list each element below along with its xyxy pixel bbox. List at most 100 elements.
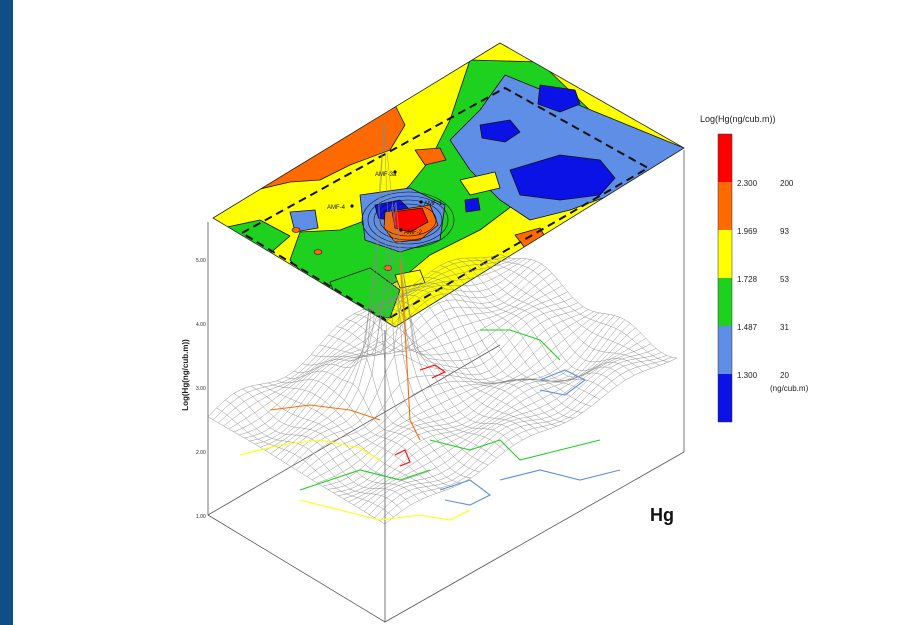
contour-ring <box>361 191 455 249</box>
legend-log-tick: 1.487 <box>737 323 758 332</box>
legend-log-tick: 1.728 <box>737 275 758 284</box>
legend-ng-tick: 200 <box>780 179 794 188</box>
legend-log-tick: 1.969 <box>737 227 758 236</box>
mesh-line <box>276 379 454 488</box>
surface-contour <box>429 439 601 461</box>
contour-ring <box>367 195 449 245</box>
mesh-line <box>431 270 609 393</box>
well-label: AMF-3a <box>375 172 397 178</box>
well-marker <box>399 228 403 232</box>
legend-swatch <box>718 374 732 422</box>
mesh-line <box>364 348 657 512</box>
mesh-line <box>233 393 411 506</box>
well-label: AMF-1 <box>424 201 443 207</box>
contour-region <box>459 171 501 196</box>
mesh-line <box>216 407 394 518</box>
legend-ng-tick: 31 <box>780 323 789 332</box>
contour-region <box>414 147 447 166</box>
surface-contour <box>299 469 431 491</box>
legend-title: Log(Hg(ng/cub.m)) <box>700 114 776 124</box>
mesh-line <box>207 416 386 525</box>
contour-ring <box>379 203 437 237</box>
mesh-line <box>343 327 636 500</box>
mesh-line <box>311 313 605 480</box>
z-tick-4: 4.00 <box>196 322 206 328</box>
legend-ng-tick: 53 <box>780 275 789 284</box>
contour-region <box>537 84 581 113</box>
surface-contour <box>539 369 587 396</box>
mesh-line <box>448 261 626 381</box>
mesh-line <box>371 305 549 430</box>
legend-log-tick: 2.300 <box>737 179 758 188</box>
legend-ticks: 2.300 200 1.969 93 1.728 53 1.487 31 1.300 20 <box>737 179 794 380</box>
well-label: AMF-2 <box>404 230 423 236</box>
mesh-line <box>259 384 437 494</box>
legend-unit-note: (ng/cub.m) <box>770 384 809 393</box>
mesh-line <box>456 258 635 376</box>
mesh-line <box>362 309 540 433</box>
color-legend: Log(Hg(ng/cub.m)) 2.300 200 1.969 93 1.728 53… <box>700 114 809 423</box>
legend-swatch <box>718 182 732 230</box>
legend-bar-border <box>717 133 733 423</box>
well-marker <box>419 200 423 204</box>
legend-ng-tick: 20 <box>780 371 789 380</box>
surface-contour <box>399 259 421 441</box>
surface-contour <box>439 479 492 506</box>
mesh-line <box>491 256 669 363</box>
well-markers: AMF-3a AMF-4 AMF-1 AMF-2 <box>327 170 443 236</box>
legend-swatch <box>718 134 732 182</box>
mesh-line <box>345 319 523 441</box>
contour-spot <box>383 265 393 271</box>
well-marker <box>393 170 397 174</box>
mesh-line <box>379 300 557 427</box>
left-accent-bar <box>0 0 13 625</box>
z-tick-3: 3.00 <box>196 386 206 392</box>
legend-swatch <box>718 230 732 278</box>
contour-region <box>289 209 319 233</box>
mesh-line <box>285 370 463 484</box>
mesh-line <box>388 294 566 423</box>
contour-region <box>464 197 481 213</box>
wireframe-surface <box>207 121 678 525</box>
mesh-line <box>414 282 592 407</box>
mesh-line <box>396 289 574 419</box>
contour-spot <box>291 227 301 233</box>
mesh-line <box>353 313 532 436</box>
contour-ring <box>373 199 443 241</box>
mesh-line <box>474 257 652 369</box>
contour-region <box>479 119 521 143</box>
z-tick-2: 2.00 <box>196 450 206 456</box>
contour-spot <box>313 249 323 255</box>
z-tick-1: 1.00 <box>196 514 206 520</box>
mesh-line <box>328 202 506 452</box>
legend-ng-tick: 93 <box>780 227 789 236</box>
surface-contour <box>499 469 621 481</box>
mesh-line <box>268 382 446 491</box>
mesh-line <box>422 277 600 400</box>
mesh-line <box>336 279 514 446</box>
well-marker <box>350 204 354 208</box>
z-axis-label: Log(Hg(ng/cub.m)) <box>181 339 190 411</box>
legend-swatch <box>718 326 732 374</box>
mesh-line <box>482 257 660 366</box>
mesh-line <box>499 253 678 359</box>
mesh-line <box>405 285 583 413</box>
legend-swatch <box>718 278 732 326</box>
surface-contour <box>299 499 471 521</box>
mesh-line <box>293 358 471 479</box>
surface-contour <box>269 404 381 421</box>
study-area-boundary <box>240 86 651 322</box>
mesh-line <box>353 338 646 506</box>
mesh-line <box>348 332 641 503</box>
mesh-line <box>302 254 480 473</box>
mesh-line <box>306 312 600 477</box>
mesh-line <box>225 399 403 511</box>
legend-log-tick: 1.300 <box>737 371 758 380</box>
element-label: Hg <box>650 505 674 525</box>
surface-contour <box>419 364 447 379</box>
mesh-line <box>439 265 618 387</box>
surface-contour <box>480 329 561 361</box>
z-tick-5: 5.00 <box>196 258 206 264</box>
legend-color-bar <box>717 133 733 423</box>
